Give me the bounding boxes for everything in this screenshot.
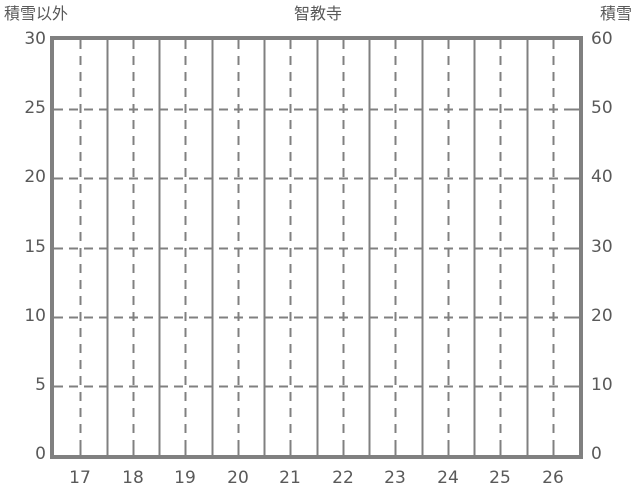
grid-lines [54,40,579,455]
y-axis-right-tick-50: 50 [591,98,613,118]
x-axis-tick-17: 17 [69,468,91,488]
y-axis-right-tick-60: 60 [591,29,613,49]
y-axis-left-tick-30: 30 [24,29,46,49]
y-axis-right-tick-0: 0 [591,444,602,464]
y-axis-right-tick-40: 40 [591,167,613,187]
x-axis-tick-26: 26 [542,468,564,488]
x-axis-tick-20: 20 [227,468,249,488]
x-axis-tick-21: 21 [279,468,301,488]
plot-area [50,36,583,459]
y-axis-left-tick-5: 5 [35,375,46,395]
y-axis-left-tick-20: 20 [24,167,46,187]
y-axis-right-tick-20: 20 [591,306,613,326]
x-axis-tick-22: 22 [332,468,354,488]
y-axis-left-tick-15: 15 [24,237,46,257]
x-axis-tick-24: 24 [437,468,459,488]
y-axis-left-tick-0: 0 [35,444,46,464]
x-axis-tick-18: 18 [122,468,144,488]
plot-inner [54,40,579,455]
left-axis-title: 積雪以外 [4,4,69,23]
y-axis-left-tick-10: 10 [24,306,46,326]
y-axis-left-tick-25: 25 [24,98,46,118]
x-axis-tick-23: 23 [384,468,406,488]
y-axis-right-tick-10: 10 [591,375,613,395]
right-axis-title: 積雪 [599,4,632,23]
chart-title: 智教寺 [293,4,342,23]
y-axis-right-tick-30: 30 [591,237,613,257]
x-axis-tick-19: 19 [174,468,196,488]
x-axis-tick-25: 25 [489,468,511,488]
